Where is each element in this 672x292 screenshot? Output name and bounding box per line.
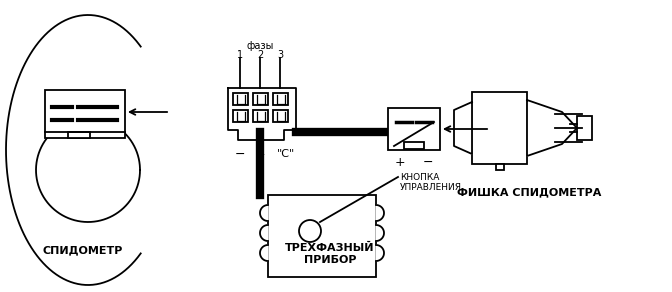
Text: −: − xyxy=(423,156,433,168)
Bar xyxy=(45,90,125,138)
Bar xyxy=(577,116,592,140)
Text: "С": "С" xyxy=(277,149,295,159)
Bar xyxy=(404,142,424,149)
Text: 1: 1 xyxy=(237,50,243,60)
Bar xyxy=(233,93,248,105)
Bar xyxy=(273,93,288,105)
Polygon shape xyxy=(260,245,268,261)
Bar xyxy=(268,195,376,277)
Polygon shape xyxy=(376,225,384,241)
Text: фазы: фазы xyxy=(247,41,274,51)
Polygon shape xyxy=(376,245,384,261)
Text: 3: 3 xyxy=(277,50,283,60)
Bar xyxy=(273,110,288,122)
Text: ТРЕХФАЗНЫЙ
ПРИБОР: ТРЕХФАЗНЫЙ ПРИБОР xyxy=(285,243,375,265)
Polygon shape xyxy=(228,88,296,140)
Bar xyxy=(253,93,268,105)
Text: КНОПКА
УПРАВЛЕНИЯ: КНОПКА УПРАВЛЕНИЯ xyxy=(400,173,462,192)
Polygon shape xyxy=(376,205,384,221)
Polygon shape xyxy=(260,205,268,221)
Polygon shape xyxy=(260,225,268,241)
Text: +: + xyxy=(394,156,405,168)
Bar xyxy=(253,110,268,122)
Polygon shape xyxy=(527,100,577,156)
Text: +: + xyxy=(255,147,265,161)
Bar xyxy=(68,132,90,138)
Text: −: − xyxy=(235,147,245,161)
Bar xyxy=(388,108,440,150)
Text: 2: 2 xyxy=(257,50,263,60)
Bar xyxy=(495,164,503,170)
Text: ФИШКА СПИДОМЕТРА: ФИШКА СПИДОМЕТРА xyxy=(458,187,601,197)
Polygon shape xyxy=(454,102,472,154)
Bar xyxy=(472,92,527,164)
Bar xyxy=(233,110,248,122)
Text: СПИДОМЕТР: СПИДОМЕТР xyxy=(43,245,123,255)
